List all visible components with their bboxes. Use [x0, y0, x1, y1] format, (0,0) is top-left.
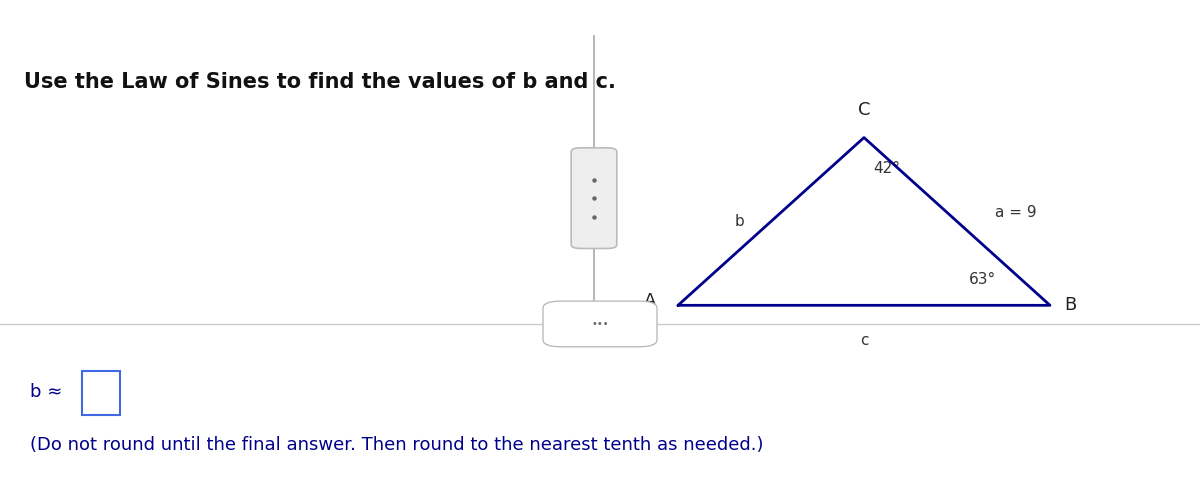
Text: C: C — [858, 101, 870, 119]
Text: 63°: 63° — [968, 272, 996, 287]
FancyBboxPatch shape — [542, 301, 658, 347]
Text: (Do not round until the final answer. Then round to the nearest tenth as needed.: (Do not round until the final answer. Th… — [30, 436, 763, 454]
Text: b ≈: b ≈ — [30, 382, 62, 400]
Text: a = 9: a = 9 — [996, 204, 1037, 219]
Text: A: A — [644, 292, 656, 310]
Text: Use the Law of Sines to find the values of b and c.: Use the Law of Sines to find the values … — [24, 72, 616, 92]
Text: c: c — [859, 333, 869, 348]
Text: B: B — [1064, 296, 1076, 314]
Text: 42°: 42° — [874, 161, 900, 176]
Text: b: b — [734, 214, 744, 229]
Text: •••: ••• — [592, 319, 608, 329]
FancyBboxPatch shape — [571, 148, 617, 248]
FancyBboxPatch shape — [82, 371, 120, 415]
